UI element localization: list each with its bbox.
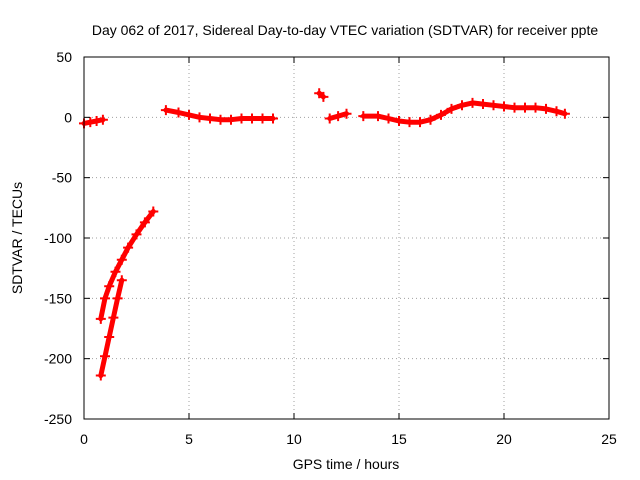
series-seg-afternoon xyxy=(358,97,570,128)
y-tick-label: -200 xyxy=(44,351,72,367)
data-point-marker xyxy=(123,242,134,253)
data-point-marker xyxy=(446,103,457,114)
data-point-marker xyxy=(509,102,520,113)
chart-title: Day 062 of 2017, Sidereal Day-to-day VTE… xyxy=(92,22,599,38)
y-tick-label: -150 xyxy=(44,290,72,306)
data-point-marker xyxy=(520,102,530,113)
data-point-marker xyxy=(425,114,436,125)
data-point-marker xyxy=(415,117,425,128)
data-point-marker xyxy=(110,266,121,277)
x-tick-label: 25 xyxy=(601,431,617,447)
data-point-marker xyxy=(268,113,278,124)
data-point-marker xyxy=(91,115,102,126)
data-point-marker xyxy=(436,109,446,120)
data-point-marker xyxy=(131,229,142,240)
axis-ticks xyxy=(83,56,610,420)
x-tick-label: 15 xyxy=(391,431,407,447)
y-tick-label: 50 xyxy=(56,49,72,65)
data-point-marker xyxy=(173,107,184,118)
series-seg-early-near-zero xyxy=(79,114,108,129)
y-axis-label: SDTVAR / TECUs xyxy=(9,182,25,294)
y-tick-label: 0 xyxy=(64,109,72,125)
x-tick-label: 10 xyxy=(286,431,302,447)
data-point-marker xyxy=(333,111,344,122)
data-point-marker xyxy=(488,100,499,111)
series-seg-rising-arc xyxy=(95,206,159,324)
data-point-marker xyxy=(148,206,159,217)
data-point-marker xyxy=(478,99,488,110)
data-point-marker xyxy=(394,115,404,126)
data-point-marker xyxy=(257,113,268,124)
data-point-marker xyxy=(100,351,110,362)
data-point-marker xyxy=(112,293,123,304)
data-point-marker xyxy=(194,112,205,123)
data-point-marker xyxy=(358,111,369,122)
data-point-marker xyxy=(97,114,108,125)
data-series xyxy=(79,88,570,381)
series-seg-steep xyxy=(95,275,127,381)
data-point-marker xyxy=(226,114,236,125)
data-point-marker xyxy=(541,103,551,114)
data-point-marker xyxy=(95,370,106,381)
data-point-marker xyxy=(139,217,150,228)
data-point-marker xyxy=(116,254,127,265)
y-tick-label: -250 xyxy=(44,411,72,427)
data-point-marker xyxy=(108,312,119,323)
data-point-marker xyxy=(116,275,127,286)
data-point-marker xyxy=(104,281,115,292)
data-point-marker xyxy=(499,101,509,112)
data-point-marker xyxy=(383,113,394,124)
data-point-marker xyxy=(247,113,257,124)
y-tick-label: -100 xyxy=(44,230,72,246)
series-seg-short-rise xyxy=(324,108,352,124)
x-tick-label: 20 xyxy=(496,431,512,447)
data-point-marker xyxy=(324,113,335,124)
data-point-marker xyxy=(404,117,415,128)
data-point-marker xyxy=(85,117,96,128)
x-tick-label: 0 xyxy=(80,431,88,447)
data-point-marker xyxy=(467,97,478,108)
series-seg-midday xyxy=(160,105,278,125)
data-point-marker xyxy=(318,91,329,102)
data-point-marker xyxy=(215,114,226,125)
data-point-marker xyxy=(205,113,215,124)
data-point-marker xyxy=(236,113,247,124)
data-point-marker xyxy=(530,102,541,113)
data-point-marker xyxy=(184,109,194,120)
data-point-marker xyxy=(457,100,467,111)
data-point-marker xyxy=(95,313,106,324)
y-tick-labels: 50 0 -50 -100 -150 -200 -250 xyxy=(44,49,72,427)
series-trail xyxy=(98,209,156,322)
data-point-marker xyxy=(104,331,115,342)
y-tick-label: -50 xyxy=(52,170,72,186)
x-tick-label: 5 xyxy=(185,431,193,447)
x-axis-label: GPS time / hours xyxy=(293,456,400,472)
data-point-marker xyxy=(160,105,171,116)
data-point-marker xyxy=(551,106,562,117)
series-seg-isolated xyxy=(314,88,329,102)
x-tick-labels: 0 5 10 15 20 25 xyxy=(80,431,617,447)
data-point-marker xyxy=(341,108,352,119)
data-point-marker xyxy=(373,111,383,122)
data-point-marker xyxy=(559,108,570,119)
data-point-marker xyxy=(100,293,110,304)
